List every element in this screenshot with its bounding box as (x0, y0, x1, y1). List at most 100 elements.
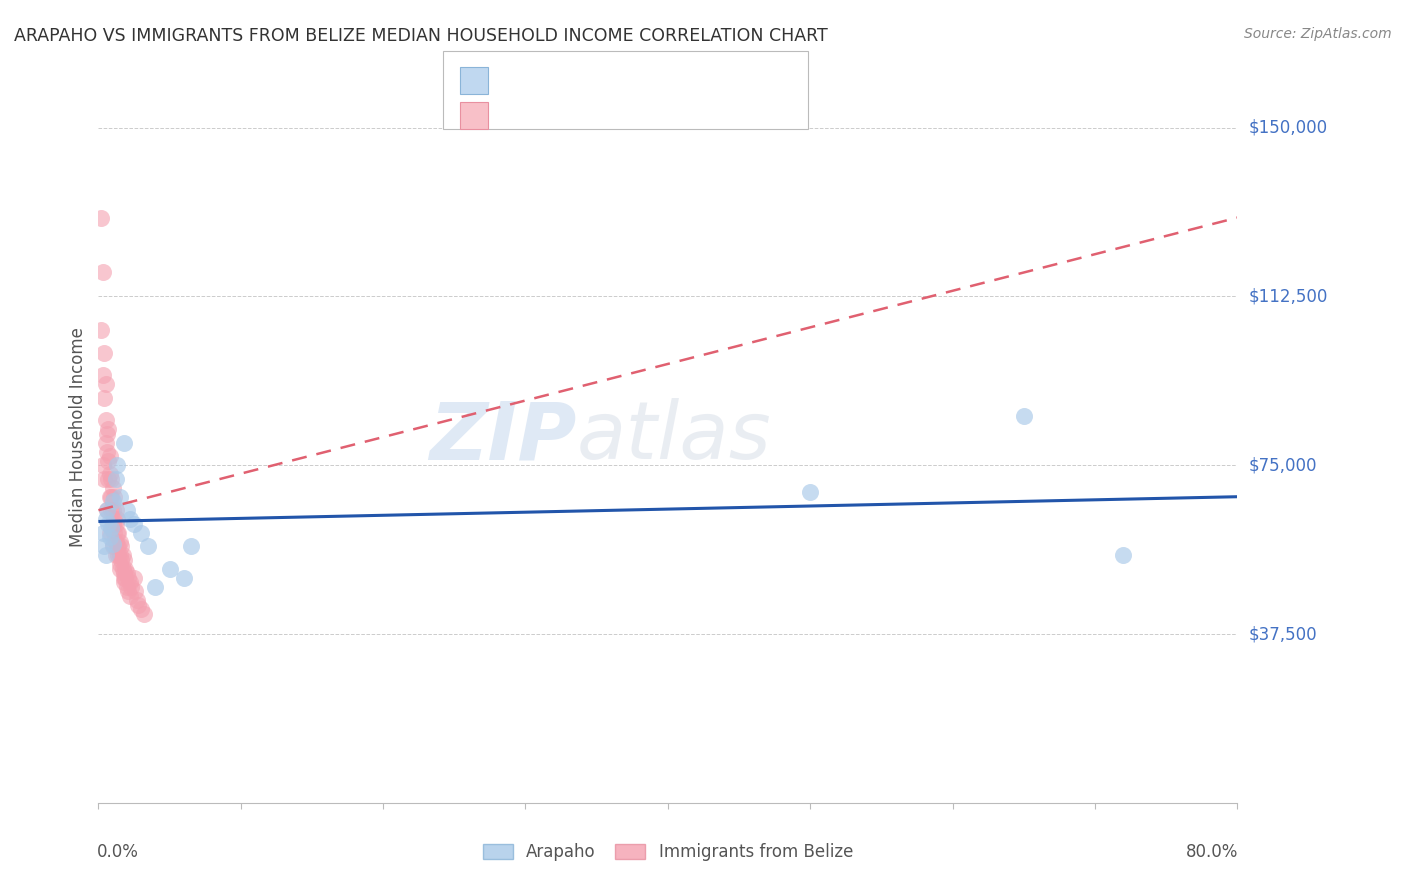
Text: R =: R = (499, 106, 536, 124)
Point (96, 444, 118, 458)
Point (93, 539, 115, 553)
Text: ZIP: ZIP (429, 398, 576, 476)
Point (110, 553, 132, 567)
Point (145, 580, 167, 594)
Point (93, 391, 115, 405)
Point (104, 548, 127, 562)
Point (98, 449, 121, 463)
Point (96, 503, 118, 517)
Point (96, 426, 118, 441)
Point (94, 377, 117, 392)
Point (108, 534, 131, 549)
Point (104, 516, 127, 531)
Point (91, 458, 114, 473)
Point (105, 525, 128, 540)
Text: ARAPAHO VS IMMIGRANTS FROM BELIZE MEDIAN HOUSEHOLD INCOME CORRELATION CHART: ARAPAHO VS IMMIGRANTS FROM BELIZE MEDIAN… (14, 27, 828, 45)
Point (114, 562, 136, 576)
Point (799, 485, 821, 500)
Point (90, 323, 112, 337)
Point (93, 345, 115, 359)
Text: 0.0%: 0.0% (97, 843, 139, 861)
Point (104, 503, 127, 517)
Point (90, 211, 112, 225)
Point (108, 562, 131, 576)
Point (104, 472, 127, 486)
Point (93, 472, 115, 486)
Point (159, 562, 181, 576)
Point (105, 458, 128, 473)
Point (118, 575, 141, 590)
Point (101, 516, 124, 531)
Point (173, 571, 195, 585)
Y-axis label: Median Household Income: Median Household Income (69, 327, 87, 547)
Point (108, 490, 131, 504)
Point (105, 539, 128, 553)
Point (97, 472, 120, 486)
Point (118, 589, 141, 603)
Point (100, 521, 122, 535)
Point (117, 584, 139, 599)
Point (112, 553, 135, 567)
Point (124, 584, 146, 599)
Point (115, 580, 138, 594)
Text: atlas: atlas (576, 398, 772, 476)
Point (104, 534, 127, 549)
Text: $75,000: $75,000 (1249, 456, 1317, 475)
Point (112, 571, 135, 585)
Point (112, 435, 135, 450)
Point (100, 490, 122, 504)
Point (122, 571, 145, 585)
Text: $37,500: $37,500 (1249, 625, 1317, 643)
Point (103, 525, 125, 540)
Point (108, 558, 131, 572)
Text: Source: ZipAtlas.com: Source: ZipAtlas.com (1244, 27, 1392, 41)
Point (100, 472, 122, 486)
Point (98, 467, 121, 482)
Point (120, 580, 142, 594)
Point (112, 575, 135, 590)
Point (1112, 548, 1135, 562)
Point (91, 265, 114, 279)
Point (105, 512, 128, 526)
Text: R =: R = (499, 71, 536, 90)
Point (129, 602, 152, 616)
Point (108, 548, 131, 562)
Point (100, 503, 122, 517)
Point (107, 548, 129, 562)
Text: $112,500: $112,500 (1249, 287, 1327, 305)
Point (94, 512, 117, 526)
Point (122, 516, 145, 531)
Text: 0.168: 0.168 (541, 71, 593, 90)
Point (96, 503, 118, 517)
Point (115, 503, 138, 517)
Point (111, 548, 134, 562)
Text: 80.0%: 80.0% (1187, 843, 1239, 861)
Point (97, 422, 120, 436)
Point (91, 368, 114, 383)
Point (97, 453, 120, 467)
Point (107, 539, 129, 553)
Point (91, 525, 114, 540)
Point (103, 512, 125, 526)
Point (110, 539, 132, 553)
Point (101, 537, 124, 551)
Point (125, 593, 148, 607)
Point (98, 525, 121, 540)
Point (115, 566, 138, 581)
Point (94, 413, 117, 427)
Point (111, 562, 134, 576)
Point (129, 525, 152, 540)
Point (94, 548, 117, 562)
Point (117, 571, 139, 585)
Point (1012, 409, 1035, 423)
Text: 0.044: 0.044 (541, 106, 593, 124)
Text: N = 68: N = 68 (605, 106, 666, 124)
Point (112, 566, 135, 581)
Point (101, 539, 124, 553)
Point (127, 598, 149, 612)
Point (114, 571, 136, 585)
Text: N = 26: N = 26 (605, 71, 666, 90)
Point (98, 530, 121, 544)
Point (103, 490, 125, 504)
Point (98, 490, 121, 504)
